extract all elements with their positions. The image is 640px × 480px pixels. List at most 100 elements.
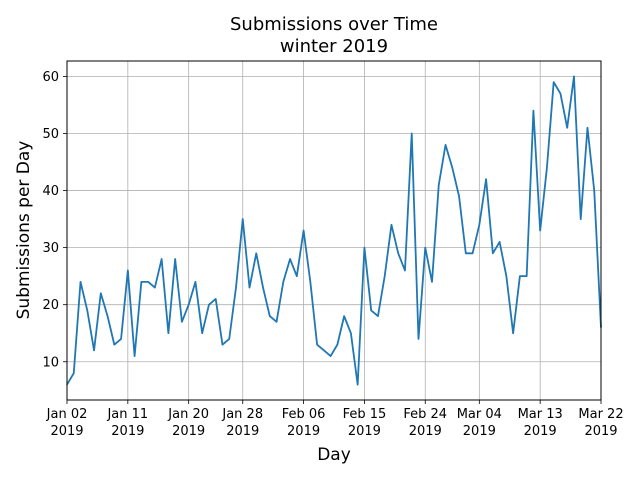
data-point	[248, 286, 251, 289]
data-point	[384, 275, 386, 277]
data-point	[228, 338, 230, 340]
chart-title: Submissions over Time	[230, 14, 438, 35]
data-point	[215, 298, 217, 300]
data-point	[154, 286, 156, 289]
data-point	[559, 92, 562, 95]
x-tick-year-label: 2019	[111, 424, 144, 439]
y-tick-label: 30	[42, 241, 59, 256]
data-point	[336, 344, 338, 346]
data-point	[593, 189, 595, 192]
data-point	[194, 281, 197, 283]
y-tick-label: 60	[42, 70, 59, 85]
data-point	[323, 349, 325, 351]
x-tick-year-label: 2019	[584, 424, 617, 439]
data-point	[350, 332, 352, 334]
y-axis-label: Submissions per Day	[14, 141, 34, 320]
data-point	[444, 144, 447, 146]
data-point	[93, 349, 95, 351]
x-tick-year-label: 2019	[226, 424, 259, 439]
data-point	[269, 315, 271, 317]
series-line	[66, 75, 602, 386]
data-point	[532, 110, 535, 112]
data-point	[586, 127, 589, 129]
data-point	[113, 344, 115, 346]
data-point	[120, 338, 122, 340]
y-tick-label: 50	[42, 127, 59, 142]
data-point	[309, 281, 311, 283]
data-point	[302, 229, 305, 232]
x-tick-label: Mar 13	[518, 407, 563, 422]
data-point	[417, 338, 420, 340]
y-axis: 10 20 30 40 50 60	[42, 70, 67, 370]
data-point	[438, 184, 440, 186]
x-axis: Jan 02 2019 Jan 11 2019 Jan 20 2019 Jan 28 2019…	[46, 400, 624, 439]
x-tick-label: Mar 04	[457, 407, 502, 422]
plot-frame	[66, 60, 602, 401]
data-point	[357, 383, 359, 386]
data-point	[492, 252, 494, 254]
y-tick-label: 40	[42, 184, 59, 199]
data-point	[573, 75, 575, 78]
data-point	[147, 281, 149, 283]
data-point	[512, 332, 514, 334]
x-tick-label: Jan 28	[221, 407, 263, 422]
data-point	[133, 355, 136, 357]
data-point	[282, 281, 284, 283]
data-point	[397, 252, 399, 254]
data-point	[73, 372, 75, 374]
data-point	[424, 247, 426, 249]
x-tick-label: Feb 24	[403, 407, 447, 422]
data-point	[471, 252, 474, 254]
data-point	[580, 218, 582, 220]
data-point	[255, 252, 257, 254]
y-tick-label: 20	[42, 298, 59, 313]
data-point	[566, 127, 568, 129]
data-point	[79, 281, 82, 283]
data-point	[343, 315, 345, 317]
y-tick-label: 10	[42, 355, 59, 370]
data-point	[431, 281, 433, 283]
data-point	[221, 344, 224, 346]
x-tick-year-label: 2019	[409, 424, 442, 439]
data-point	[499, 241, 501, 243]
data-point	[330, 355, 332, 357]
data-point	[161, 258, 163, 260]
x-axis-label: Day	[317, 445, 351, 465]
data-point	[539, 229, 541, 232]
x-tick-year-label: 2019	[463, 424, 496, 439]
data-point	[127, 269, 129, 272]
data-point	[404, 269, 406, 272]
data-point	[100, 292, 102, 294]
data-point	[174, 258, 176, 260]
data-point	[411, 132, 413, 135]
x-tick-year-label: 2019	[172, 424, 205, 439]
data-point	[201, 332, 203, 334]
data-point	[451, 167, 453, 169]
data-point	[478, 224, 480, 226]
x-tick-year-label: 2019	[524, 424, 557, 439]
data-point	[519, 275, 521, 277]
data-point	[296, 275, 298, 277]
data-point	[188, 304, 190, 306]
plot-series	[66, 75, 602, 386]
chart-subtitle: winter 2019	[280, 36, 388, 57]
data-point	[140, 281, 142, 283]
x-tick-year-label: 2019	[287, 424, 320, 439]
data-point	[505, 275, 507, 277]
data-point	[390, 224, 393, 226]
data-point	[526, 275, 528, 277]
x-tick-year-label: 2019	[50, 424, 83, 439]
data-point	[370, 309, 372, 311]
x-tick-label: Jan 11	[106, 407, 148, 422]
data-point	[465, 252, 467, 254]
data-point	[377, 315, 379, 317]
data-point	[106, 315, 109, 317]
data-point	[316, 344, 318, 346]
data-point	[167, 332, 169, 334]
data-point	[553, 81, 555, 83]
data-point	[208, 304, 210, 306]
data-point	[181, 321, 183, 323]
data-point	[458, 195, 460, 197]
x-tick-label: Mar 22	[578, 407, 623, 422]
